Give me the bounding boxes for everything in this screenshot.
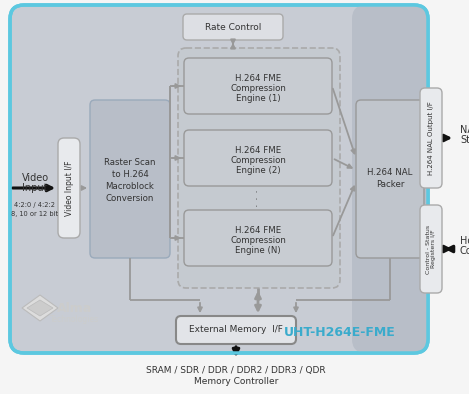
FancyBboxPatch shape — [356, 100, 424, 258]
Text: Video: Video — [22, 173, 49, 183]
Text: Rate Control: Rate Control — [205, 22, 261, 32]
Text: · · ·: · · · — [253, 189, 263, 207]
Text: Engine (N): Engine (N) — [235, 245, 281, 255]
Text: Compression: Compression — [230, 84, 286, 93]
Text: Raster Scan: Raster Scan — [104, 158, 156, 167]
FancyBboxPatch shape — [90, 100, 170, 258]
FancyBboxPatch shape — [10, 5, 428, 353]
Text: UHT-H264E-FME: UHT-H264E-FME — [284, 327, 396, 340]
Text: Host: Host — [460, 236, 469, 246]
Text: Compression: Compression — [230, 236, 286, 245]
Text: Compression: Compression — [230, 156, 286, 165]
FancyBboxPatch shape — [176, 316, 296, 344]
FancyBboxPatch shape — [352, 5, 428, 353]
FancyBboxPatch shape — [184, 210, 332, 266]
Text: Memory Controller: Memory Controller — [194, 377, 278, 387]
Text: External Memory  I/F: External Memory I/F — [189, 325, 283, 335]
Text: H.264 FME: H.264 FME — [235, 74, 281, 82]
Text: Control - Status
Registers I/F: Control - Status Registers I/F — [425, 225, 436, 273]
Text: Engine (1): Engine (1) — [236, 93, 280, 102]
Text: Stream: Stream — [460, 135, 469, 145]
Text: to H.264: to H.264 — [112, 169, 148, 178]
Polygon shape — [27, 300, 53, 316]
Text: Control: Control — [460, 246, 469, 256]
Text: H.264 NAL: H.264 NAL — [367, 167, 413, 177]
Text: NAL: NAL — [460, 125, 469, 135]
Text: H.264 FME: H.264 FME — [235, 225, 281, 234]
Text: Technologies: Technologies — [51, 316, 99, 325]
Text: Macroblock: Macroblock — [106, 182, 154, 191]
Text: 4:2:0 / 4:2:2: 4:2:0 / 4:2:2 — [15, 202, 55, 208]
Text: H.264 FME: H.264 FME — [235, 145, 281, 154]
Text: Input: Input — [22, 183, 48, 193]
Text: SRAM / SDR / DDR / DDR2 / DDR3 / QDR: SRAM / SDR / DDR / DDR2 / DDR3 / QDR — [146, 366, 326, 375]
Text: Packer: Packer — [376, 180, 404, 188]
Polygon shape — [22, 295, 58, 321]
FancyBboxPatch shape — [184, 130, 332, 186]
FancyBboxPatch shape — [58, 138, 80, 238]
Text: Alma: Alma — [57, 301, 92, 314]
FancyBboxPatch shape — [184, 58, 332, 114]
Text: Video Input I/F: Video Input I/F — [65, 160, 74, 216]
FancyBboxPatch shape — [183, 14, 283, 40]
FancyBboxPatch shape — [420, 88, 442, 188]
Text: Engine (2): Engine (2) — [236, 165, 280, 175]
Text: 8, 10 or 12 bit: 8, 10 or 12 bit — [11, 211, 59, 217]
FancyBboxPatch shape — [178, 48, 340, 288]
FancyBboxPatch shape — [420, 205, 442, 293]
Text: H.264 NAL Output I/F: H.264 NAL Output I/F — [428, 101, 434, 175]
Text: Conversion: Conversion — [106, 193, 154, 203]
